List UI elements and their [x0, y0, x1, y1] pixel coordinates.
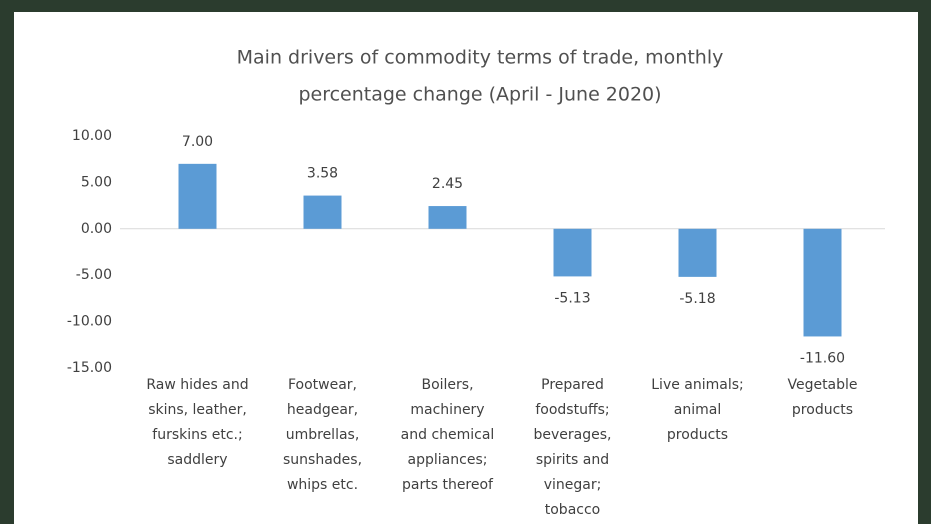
x-tick-label: Vegetable	[787, 377, 857, 393]
x-tick-label: animal	[674, 402, 721, 418]
x-tick-label: tobacco	[545, 502, 600, 518]
x-tick-label: foodstuffs;	[535, 402, 609, 418]
bar	[178, 163, 217, 229]
x-tick-label: machinery	[410, 402, 484, 418]
y-tick-label: 5.00	[81, 174, 112, 190]
x-tick-label: and chemical	[401, 427, 495, 443]
y-tick-label: 0.00	[81, 221, 112, 237]
x-tick-label: Boilers,	[421, 377, 473, 393]
data-label: -5.18	[679, 291, 715, 307]
y-tick-label: -15.00	[67, 360, 112, 376]
x-tick-label: skins, leather,	[148, 402, 247, 418]
bar	[428, 206, 467, 229]
y-tick-label: -10.00	[67, 314, 112, 330]
chart-area	[14, 12, 918, 524]
chart-title: Main drivers of commodity terms of trade…	[237, 47, 724, 69]
x-tick-label: sunshades,	[283, 452, 362, 468]
bar	[553, 228, 592, 277]
y-tick-label: -5.00	[76, 267, 112, 283]
bar	[678, 228, 717, 277]
x-tick-label: whips etc.	[287, 477, 358, 493]
x-tick-label: saddlery	[167, 452, 227, 468]
data-label: 3.58	[307, 166, 338, 182]
x-tick-label: spirits and	[536, 452, 609, 468]
data-label: -11.60	[800, 350, 845, 366]
x-tick-label: parts thereof	[402, 477, 494, 493]
x-tick-label: umbrellas,	[286, 427, 360, 443]
x-tick-label: Footwear,	[288, 377, 357, 393]
x-tick-label: vinegar;	[544, 477, 602, 493]
data-label: -5.13	[554, 290, 590, 306]
chart-title: percentage change (April - June 2020)	[298, 84, 661, 106]
x-tick-label: beverages,	[534, 427, 612, 443]
data-label: 2.45	[432, 176, 463, 192]
y-tick-label: 10.00	[72, 128, 112, 144]
x-tick-label: furskins etc.;	[152, 427, 242, 443]
data-label: 7.00	[182, 134, 213, 150]
x-tick-label: headgear,	[287, 402, 358, 418]
x-tick-label: Prepared	[541, 377, 604, 393]
x-tick-label: appliances;	[408, 452, 488, 468]
x-tick-label: Raw hides and	[146, 377, 248, 393]
bar	[803, 228, 842, 337]
x-tick-label: products	[792, 402, 853, 418]
x-tick-label: products	[667, 427, 728, 443]
bar	[303, 195, 342, 229]
x-tick-label: Live animals;	[651, 377, 744, 393]
